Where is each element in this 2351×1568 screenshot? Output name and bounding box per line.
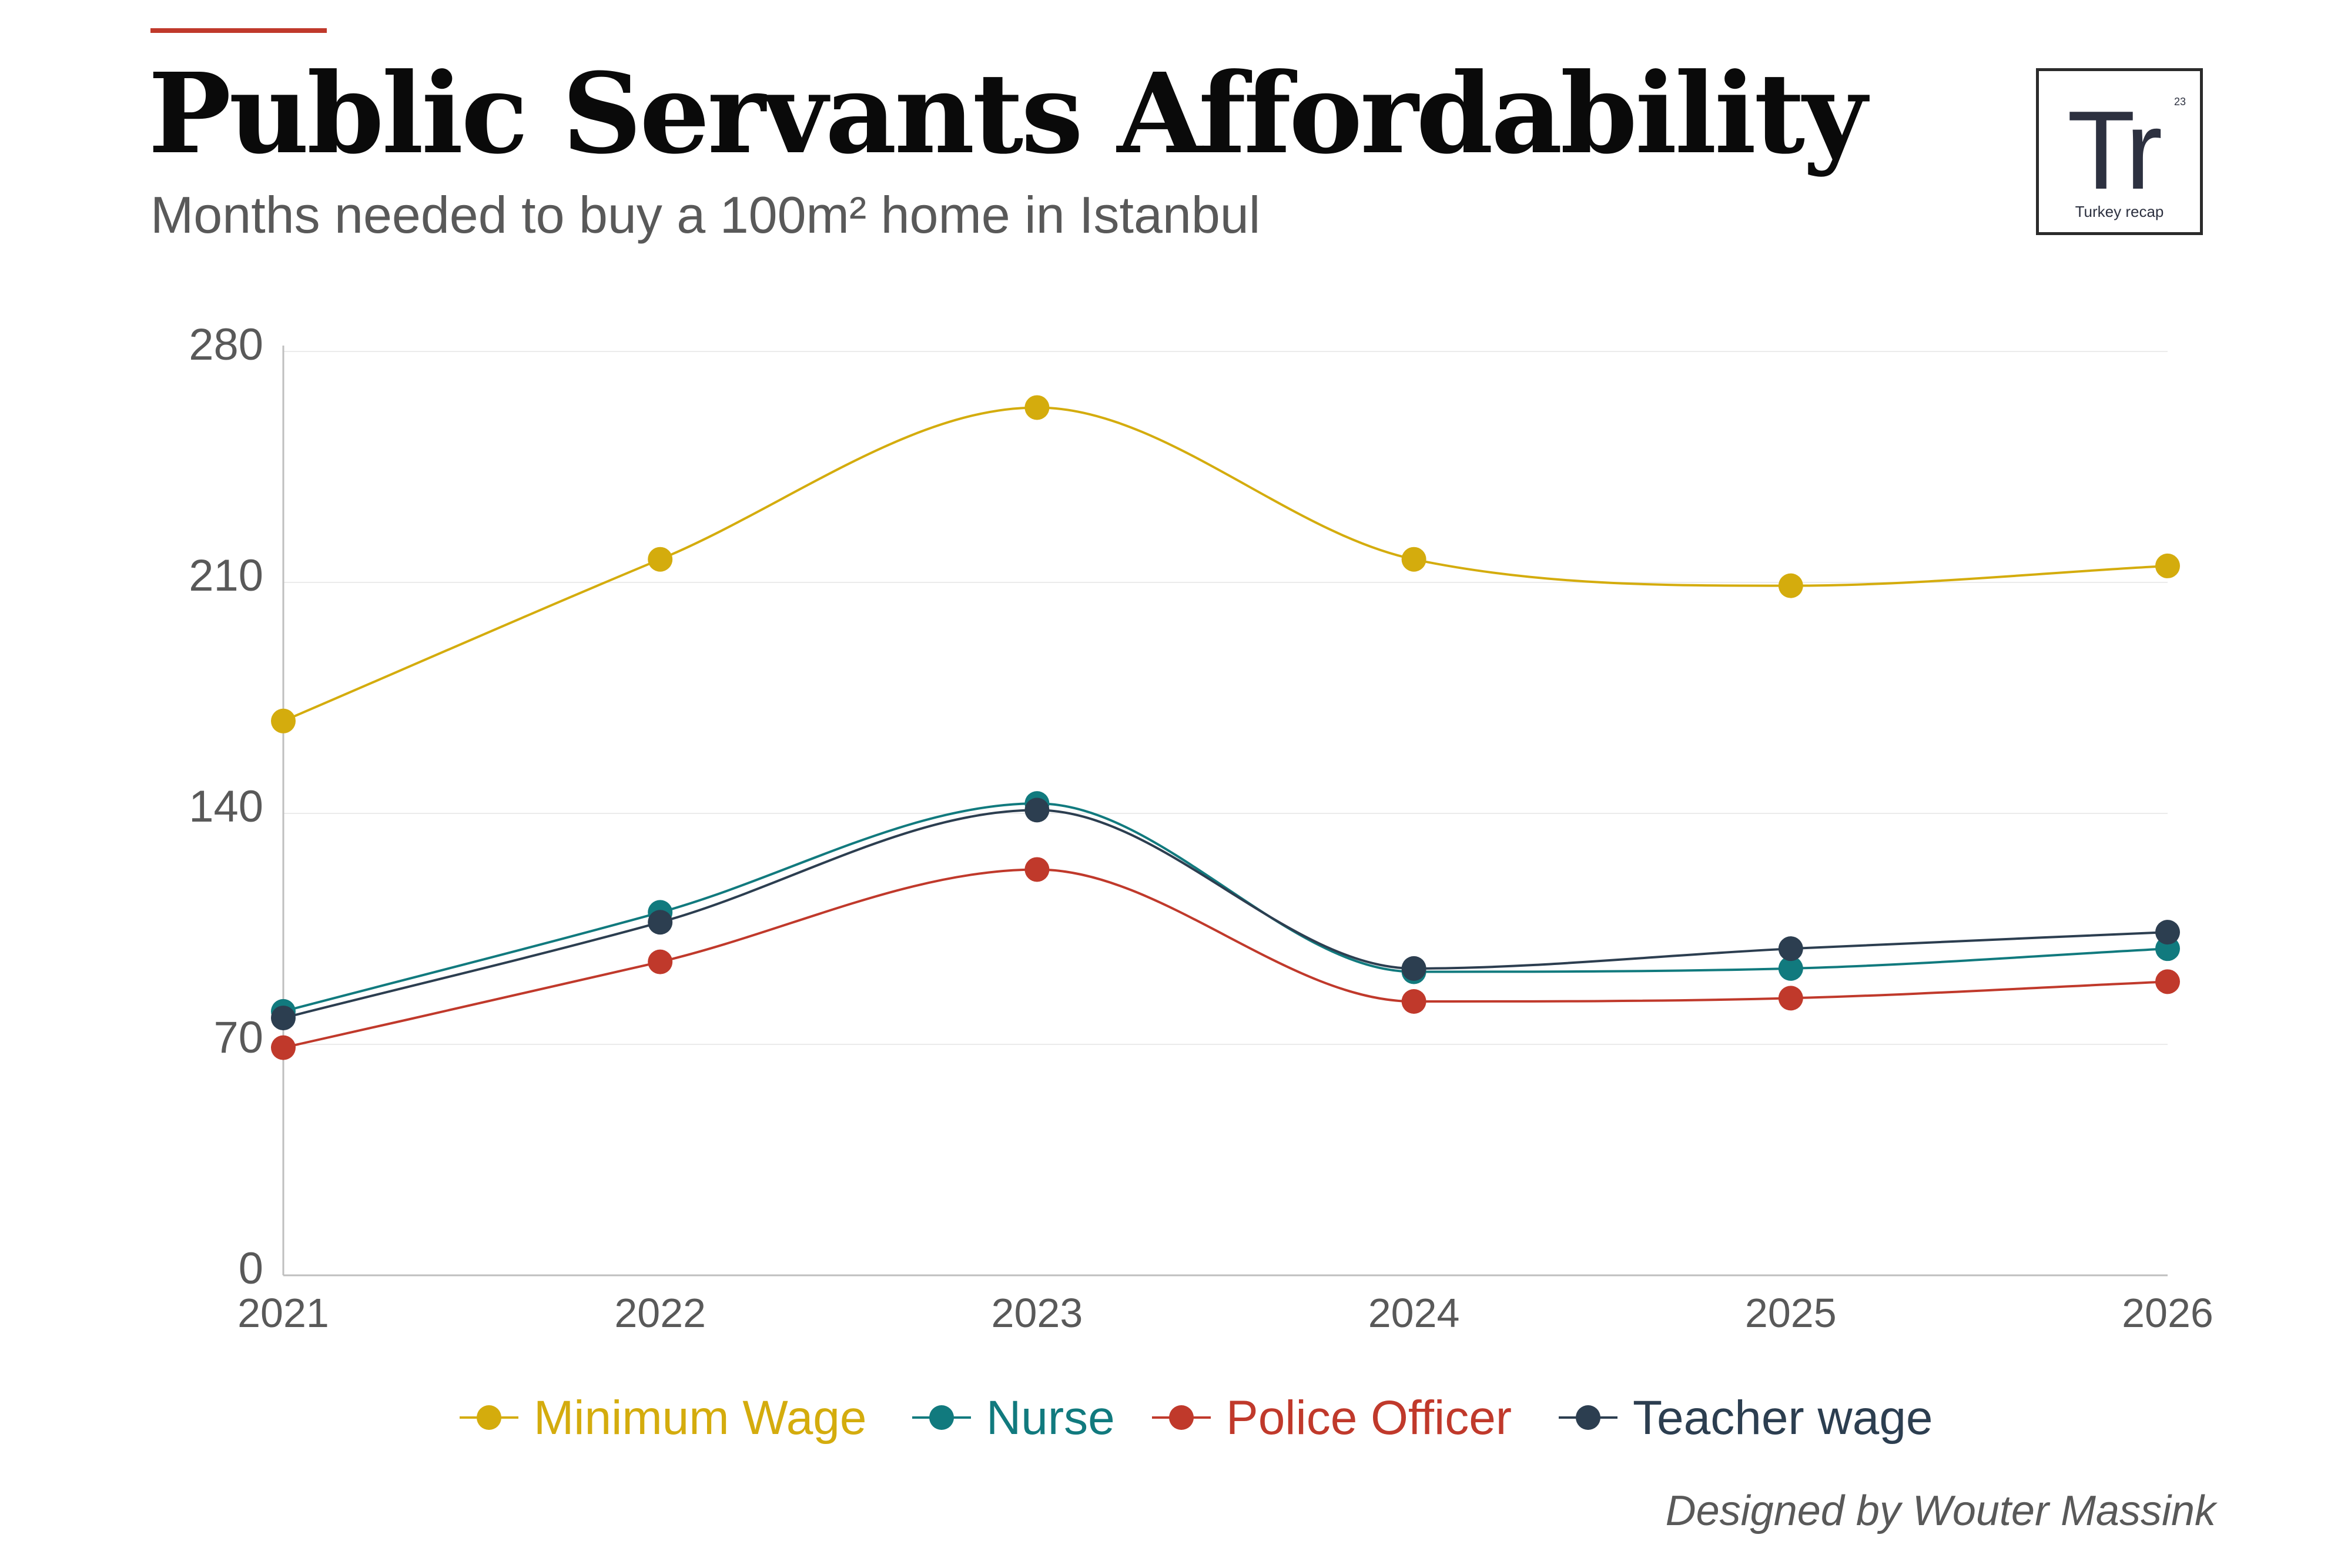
point-police-officer-2021 [271,1035,296,1060]
x-tick-label-2026: 2026 [2122,1290,2213,1336]
x-tick-label-2022: 2022 [614,1290,706,1336]
designer-credit: Designed by Wouter Massink [1665,1487,2216,1535]
x-tick-label-2024: 2024 [1368,1290,1460,1336]
y-tick-label-280: 280 [189,320,263,370]
point-police-officer-2023 [1024,857,1050,882]
series-line-police-officer [283,868,2168,1049]
legend: Minimum Wage Nurse Police Officer Teacher w… [460,1391,1933,1445]
point-minimum-wage-2025 [1778,573,1803,598]
point-police-officer-2025 [1778,986,1803,1011]
gridlines [283,351,2168,1045]
point-minimum-wage-2026 [2155,553,2180,578]
legend-item-minimum-wage: Minimum Wage [460,1391,867,1445]
point-police-officer-2022 [648,949,673,974]
y-tick-label-70: 70 [213,1013,263,1063]
logo-name: Turkey recap [2075,203,2164,220]
legend-label-teacher-wage: Teacher wage [1633,1391,1933,1445]
series-nurse [271,791,2180,1024]
legend-label-minimum-wage: Minimum Wage [534,1391,867,1445]
point-minimum-wage-2024 [1401,547,1426,572]
series-police-officer [271,857,2180,1060]
legend-label-nurse: Nurse [986,1391,1115,1445]
legend-marker-teacher-wage [1576,1405,1600,1430]
series-line-teacher-wage [283,809,2168,1020]
series-line-minimum-wage [283,406,2168,722]
x-tick-label-2025: 2025 [1745,1290,1837,1336]
y-tick-label-140: 140 [189,782,263,832]
point-police-officer-2024 [1401,989,1426,1014]
point-teacher-wage-2022 [648,910,673,935]
legend-marker-police-officer [1169,1405,1194,1430]
axes: 0 70 140 210 280 2021 2022 2023 2024 2025 2026 [189,320,2213,1336]
point-teacher-wage-2023 [1024,798,1050,823]
point-minimum-wage-2021 [271,708,296,733]
point-minimum-wage-2023 [1024,395,1050,420]
legend-marker-nurse [929,1405,954,1430]
point-teacher-wage-2025 [1778,936,1803,961]
y-tick-label-210: 210 [189,551,263,601]
series-minimum-wage [271,395,2180,733]
point-police-officer-2026 [2155,969,2180,994]
legend-item-teacher-wage: Teacher wage [1559,1391,1933,1445]
point-minimum-wage-2022 [648,547,673,572]
point-teacher-wage-2021 [271,1006,296,1031]
accent-bar [150,28,327,33]
turkey-recap-logo: Tr 23 Turkey recap [2036,68,2203,235]
legend-label-police-officer: Police Officer [1226,1391,1512,1445]
logo-number: 23 [2173,96,2186,108]
series-teacher-wage [271,798,2180,1031]
chart-subtitle: Months needed to buy a 100m² home in Ist… [150,186,1261,244]
x-tick-label-2021: 2021 [237,1290,329,1336]
legend-item-nurse: Nurse [912,1391,1115,1445]
logo-mark: Tr [2067,88,2162,213]
x-tick-label-2023: 2023 [992,1290,1083,1336]
point-teacher-wage-2024 [1401,956,1426,981]
legend-item-police-officer: Police Officer [1152,1391,1512,1445]
series-line-nurse [283,802,2168,1013]
y-tick-label-0: 0 [239,1244,263,1294]
point-nurse-2025 [1778,956,1803,981]
chart-title: Public Servants Affordability [148,49,1867,179]
point-teacher-wage-2026 [2155,920,2180,945]
series [271,395,2180,1060]
legend-marker-minimum-wage [477,1405,501,1430]
